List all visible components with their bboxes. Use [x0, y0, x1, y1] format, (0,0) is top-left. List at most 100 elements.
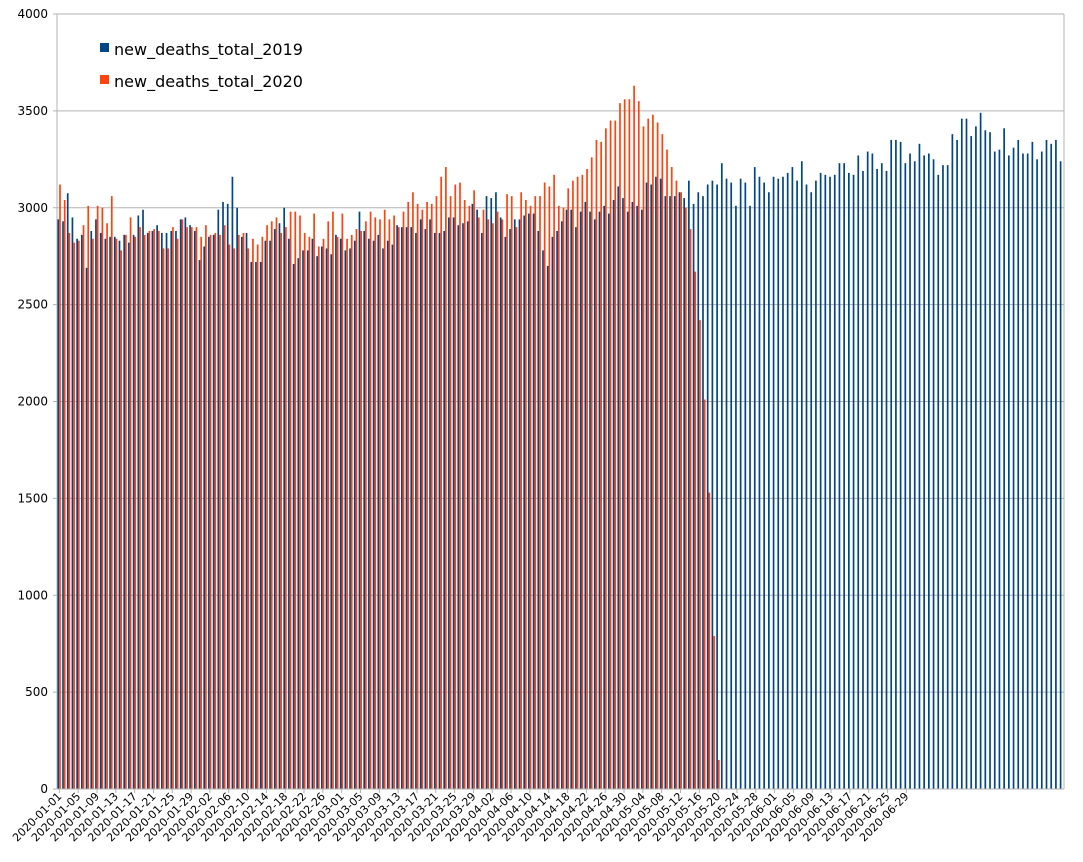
bar-new_deaths_total_2019: [400, 227, 403, 790]
bar-new_deaths_total_2019: [424, 229, 427, 789]
bar-new_deaths_total_2019: [777, 178, 780, 789]
bar-new_deaths_total_2020: [689, 229, 692, 789]
bar-new_deaths_total_2020: [190, 227, 193, 790]
bar-new_deaths_total_2020: [379, 219, 381, 790]
bar-new_deaths_total_2019: [170, 231, 173, 789]
bar-new_deaths_total_2020: [703, 399, 706, 789]
bar-new_deaths_total_2019: [622, 198, 624, 789]
bar-new_deaths_total_2019: [405, 227, 408, 790]
bar-new_deaths_total_2020: [623, 99, 626, 789]
bar-new_deaths_total_2019: [90, 231, 93, 789]
bar-new_deaths_total_2019: [866, 151, 869, 789]
bar-new_deaths_total_2020: [421, 209, 424, 789]
bar-new_deaths_total_2020: [506, 194, 508, 789]
bar-new_deaths_total_2020: [647, 118, 650, 790]
bar-new_deaths_total_2019: [142, 209, 144, 789]
bar-new_deaths_total_2019: [1008, 155, 1010, 789]
bar-new_deaths_total_2019: [358, 211, 361, 790]
bar-new_deaths_total_2020: [576, 176, 579, 789]
bar-new_deaths_total_2020: [332, 211, 334, 790]
bar-new_deaths_total_2019: [960, 118, 963, 790]
y-tick-label: 2000: [17, 395, 48, 409]
bar-new_deaths_total_2019: [236, 207, 238, 789]
bar-new_deaths_total_2019: [768, 192, 770, 789]
bar-new_deaths_total_2020: [266, 225, 268, 789]
bar-new_deaths_total_2019: [1050, 143, 1053, 789]
bar-new_deaths_total_2020: [365, 221, 367, 789]
bar-new_deaths_total_2020: [412, 192, 414, 789]
bar-new_deaths_total_2019: [843, 163, 845, 789]
bar-new_deaths_total_2019: [104, 238, 107, 789]
bar-new_deaths_total_2020: [181, 219, 184, 790]
bar-new_deaths_total_2019: [151, 231, 154, 789]
bar-new_deaths_total_2019: [918, 143, 921, 789]
bar-new_deaths_total_2020: [87, 205, 90, 789]
bar-new_deaths_total_2019: [598, 211, 601, 790]
bar-new_deaths_total_2019: [993, 151, 996, 789]
bar-new_deaths_total_2019: [848, 172, 850, 790]
bar-new_deaths_total_2020: [346, 238, 348, 789]
bar-new_deaths_total_2020: [242, 232, 245, 789]
bar-new_deaths_total_2019: [528, 213, 530, 789]
bar-new_deaths_total_2019: [965, 118, 968, 790]
bar-new_deaths_total_2019: [217, 209, 220, 789]
bar-new_deaths_total_2019: [706, 184, 709, 789]
bar-new_deaths_total_2020: [96, 205, 99, 789]
bar-new_deaths_total_2020: [520, 192, 522, 789]
bar-new_deaths_total_2019: [66, 193, 69, 790]
bar-new_deaths_total_2019: [617, 186, 620, 789]
bar-new_deaths_total_2019: [655, 176, 657, 789]
bar-new_deaths_total_2019: [184, 217, 187, 789]
bar-new_deaths_total_2019: [372, 240, 375, 789]
bar-new_deaths_total_2019: [928, 153, 930, 789]
bar-new_deaths_total_2020: [280, 232, 283, 789]
bar-new_deaths_total_2020: [336, 236, 339, 789]
bar-new_deaths_total_2019: [288, 238, 290, 789]
bar-new_deaths_total_2020: [600, 141, 602, 790]
bar-new_deaths_total_2019: [198, 260, 201, 789]
bar-new_deaths_total_2019: [226, 203, 229, 790]
bar-new_deaths_total_2019: [320, 246, 323, 789]
bar-new_deaths_total_2019: [76, 238, 78, 789]
bar-new_deaths_total_2020: [548, 186, 551, 789]
bar-new_deaths_total_2019: [937, 174, 940, 789]
bar-new_deaths_total_2020: [120, 250, 123, 790]
bar-new_deaths_total_2019: [772, 176, 775, 789]
bar-new_deaths_total_2019: [612, 200, 615, 789]
bar-new_deaths_total_2020: [685, 207, 687, 789]
bar-new_deaths_total_2019: [537, 231, 540, 789]
bar-new_deaths_total_2019: [81, 234, 83, 790]
bar-new_deaths_total_2019: [429, 219, 431, 790]
bar-new_deaths_total_2019: [984, 130, 987, 789]
bar-new_deaths_total_2019: [575, 227, 577, 790]
bar-new_deaths_total_2020: [176, 238, 179, 789]
bar-new_deaths_total_2019: [735, 205, 737, 789]
bar-new_deaths_total_2019: [415, 232, 417, 789]
bar-new_deaths_total_2019: [179, 219, 182, 790]
bar-new_deaths_total_2019: [669, 196, 671, 790]
bar-new_deaths_total_2020: [261, 236, 264, 789]
bar-new_deaths_total_2019: [678, 192, 681, 789]
series-2019-bars: [57, 112, 1062, 790]
bar-new_deaths_total_2019: [382, 248, 384, 789]
bar-new_deaths_total_2019: [476, 209, 478, 789]
bar-new_deaths_total_2019: [579, 211, 582, 790]
bar-new_deaths_total_2019: [904, 163, 907, 789]
bar-new_deaths_total_2019: [692, 203, 695, 790]
bar-new_deaths_total_2019: [862, 170, 864, 789]
bar-new_deaths_total_2019: [269, 240, 271, 789]
bar-new_deaths_total_2019: [99, 232, 102, 789]
bar-new_deaths_total_2019: [593, 219, 596, 790]
bar-new_deaths_total_2019: [946, 165, 949, 790]
bar-new_deaths_total_2020: [713, 635, 715, 789]
bar-new_deaths_total_2019: [956, 139, 958, 789]
bar-new_deaths_total_2019: [1031, 141, 1034, 790]
bar-new_deaths_total_2019: [452, 217, 455, 789]
bar-new_deaths_total_2020: [209, 234, 212, 790]
bar-new_deaths_total_2020: [586, 169, 588, 789]
bar-new_deaths_total_2020: [341, 213, 344, 789]
bar-new_deaths_total_2020: [256, 244, 259, 789]
bar-new_deaths_total_2019: [339, 238, 342, 789]
bar-new_deaths_total_2019: [890, 139, 893, 789]
